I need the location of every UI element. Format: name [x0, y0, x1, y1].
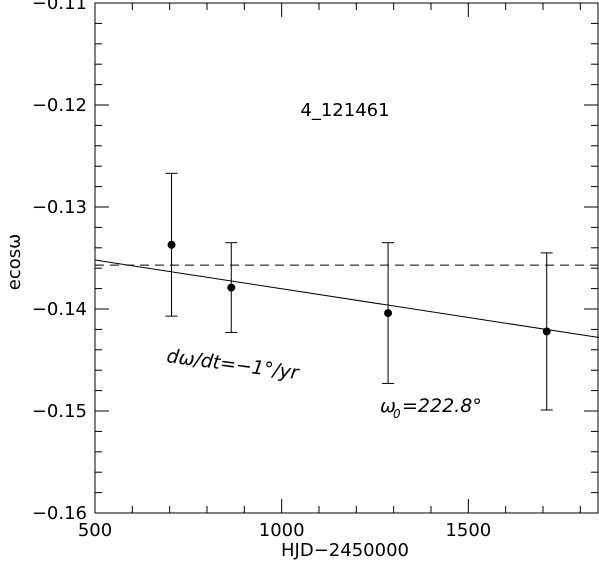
x-axis-label: HJD−2450000: [281, 540, 409, 561]
y-tick-label: −0.16: [32, 503, 87, 524]
x-tick-label: 500: [78, 520, 112, 541]
omega0-annotation: ω 0 =222.8°: [380, 395, 482, 421]
data-point: [542, 327, 551, 336]
y-axis-label: ecosω: [4, 234, 25, 290]
data-points: [167, 240, 551, 336]
y-tick-label: −0.15: [32, 401, 87, 422]
fit-line-group: [94, 259, 599, 339]
omega0-symbol: ω: [380, 395, 396, 417]
tick-labels: 500 1000 1500 −0.16 −0.15 −0.14 −0.13 −0.12 −0.1…: [32, 0, 491, 541]
x-tick-label: 1000: [259, 520, 305, 541]
y-tick-label: −0.12: [32, 95, 87, 116]
omega0-value: =222.8°: [402, 395, 482, 417]
chart-title: 4_121461: [300, 100, 389, 121]
omega0-subscript: 0: [393, 407, 401, 421]
plot-frame: [94, 2, 599, 514]
data-point: [227, 283, 236, 292]
data-point: [167, 240, 176, 249]
y-tick-label: −0.14: [32, 299, 87, 320]
x-tick-label: 1500: [445, 520, 491, 541]
y-tick-label: −0.11: [32, 0, 87, 14]
data-point: [384, 309, 393, 318]
rate-annotation: dω/dt=−1°/yr: [165, 345, 301, 384]
y-tick-label: −0.13: [32, 197, 87, 218]
axis-ticks: [94, 2, 598, 514]
fit-line: [94, 259, 599, 339]
